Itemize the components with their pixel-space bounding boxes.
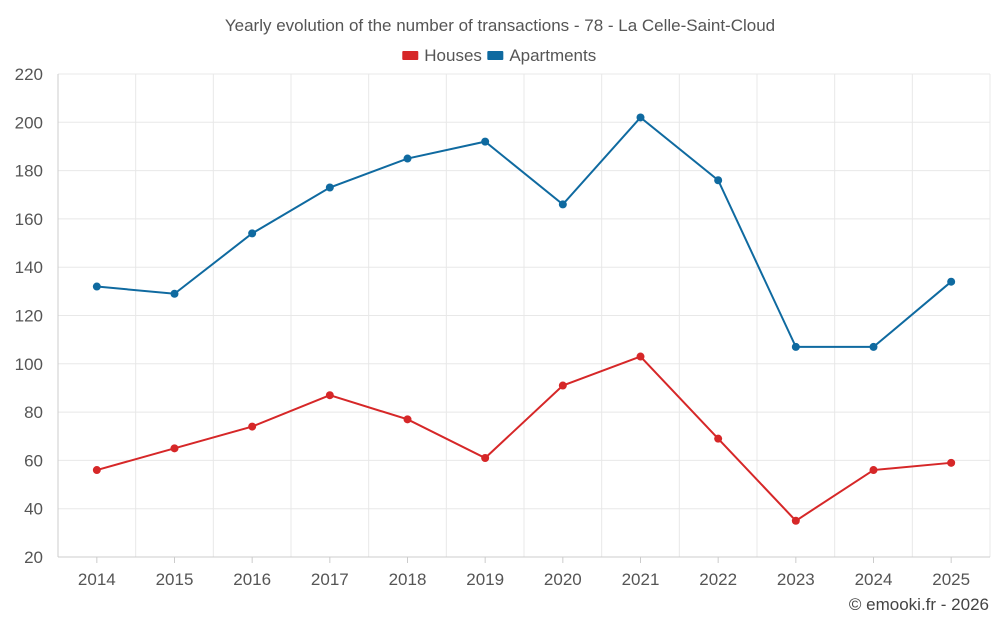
data-point-houses[interactable]: [947, 458, 956, 467]
legend-swatch-apartments: [487, 51, 504, 60]
y-tick-label: 80: [24, 403, 43, 422]
data-point-houses[interactable]: [170, 444, 179, 453]
y-tick-label: 100: [15, 355, 43, 374]
data-point-houses[interactable]: [558, 381, 567, 390]
x-grid: [135, 74, 991, 557]
legend-swatch-houses: [402, 51, 419, 60]
data-point-apartments[interactable]: [869, 342, 878, 351]
legend-label-apartments[interactable]: Apartments: [509, 46, 596, 65]
chart-title: Yearly evolution of the number of transa…: [225, 16, 775, 35]
data-point-houses[interactable]: [791, 516, 800, 525]
y-tick-label: 120: [15, 307, 43, 326]
series-houses: [92, 352, 956, 525]
legend-label-houses[interactable]: Houses: [424, 46, 482, 65]
data-point-apartments[interactable]: [403, 154, 412, 163]
y-axis-ticks: 20 40 60 80 100 120 140 160 180 200 220: [15, 65, 43, 567]
x-tick-label: 2018: [389, 570, 427, 589]
y-tick-label: 20: [24, 548, 43, 567]
series-group: [92, 113, 956, 525]
data-point-houses[interactable]: [403, 415, 412, 424]
data-point-apartments[interactable]: [947, 277, 956, 286]
data-point-houses[interactable]: [636, 352, 645, 361]
series-line-houses: [96, 355, 952, 523]
x-tick-label: 2021: [622, 570, 660, 589]
y-tick-label: 160: [15, 210, 43, 229]
y-tick-label: 40: [24, 500, 43, 519]
y-tick-label: 220: [15, 65, 43, 84]
data-point-houses[interactable]: [325, 391, 334, 400]
axes: [57, 74, 990, 558]
data-point-houses[interactable]: [92, 466, 101, 475]
x-axis-ticks: 2014 2015 2016 2017 2018 2019 2020 2021 2022 2023…: [78, 557, 970, 589]
x-tick-label: 2016: [233, 570, 271, 589]
data-point-houses[interactable]: [248, 422, 257, 431]
data-point-apartments[interactable]: [791, 342, 800, 351]
x-tick-label: 2017: [311, 570, 349, 589]
data-point-apartments[interactable]: [92, 282, 101, 291]
x-tick-label: 2024: [855, 570, 893, 589]
x-tick-label: 2014: [78, 570, 116, 589]
y-tick-label: 180: [15, 162, 43, 181]
data-point-houses[interactable]: [714, 434, 723, 443]
data-point-apartments[interactable]: [481, 137, 490, 146]
x-tick-label: 2022: [699, 570, 737, 589]
data-point-houses[interactable]: [481, 453, 490, 462]
y-tick-label: 200: [15, 113, 43, 132]
x-tick-label: 2020: [544, 570, 582, 589]
data-point-apartments[interactable]: [558, 200, 567, 209]
x-tick-label: 2023: [777, 570, 815, 589]
legend: Houses Apartments: [402, 46, 596, 65]
data-point-apartments[interactable]: [170, 289, 179, 298]
y-tick-label: 140: [15, 258, 43, 277]
series-line-apartments: [96, 116, 952, 348]
x-tick-label: 2019: [466, 570, 504, 589]
data-point-apartments[interactable]: [325, 183, 334, 192]
data-point-apartments[interactable]: [636, 113, 645, 122]
x-tick-label: 2015: [156, 570, 194, 589]
series-apartments: [92, 113, 956, 351]
data-point-apartments[interactable]: [248, 229, 257, 238]
data-point-houses[interactable]: [869, 466, 878, 475]
y-tick-label: 60: [24, 451, 43, 470]
credit-text: © emooki.fr - 2026: [849, 595, 989, 614]
x-tick-label: 2025: [932, 570, 970, 589]
data-point-apartments[interactable]: [714, 176, 723, 185]
